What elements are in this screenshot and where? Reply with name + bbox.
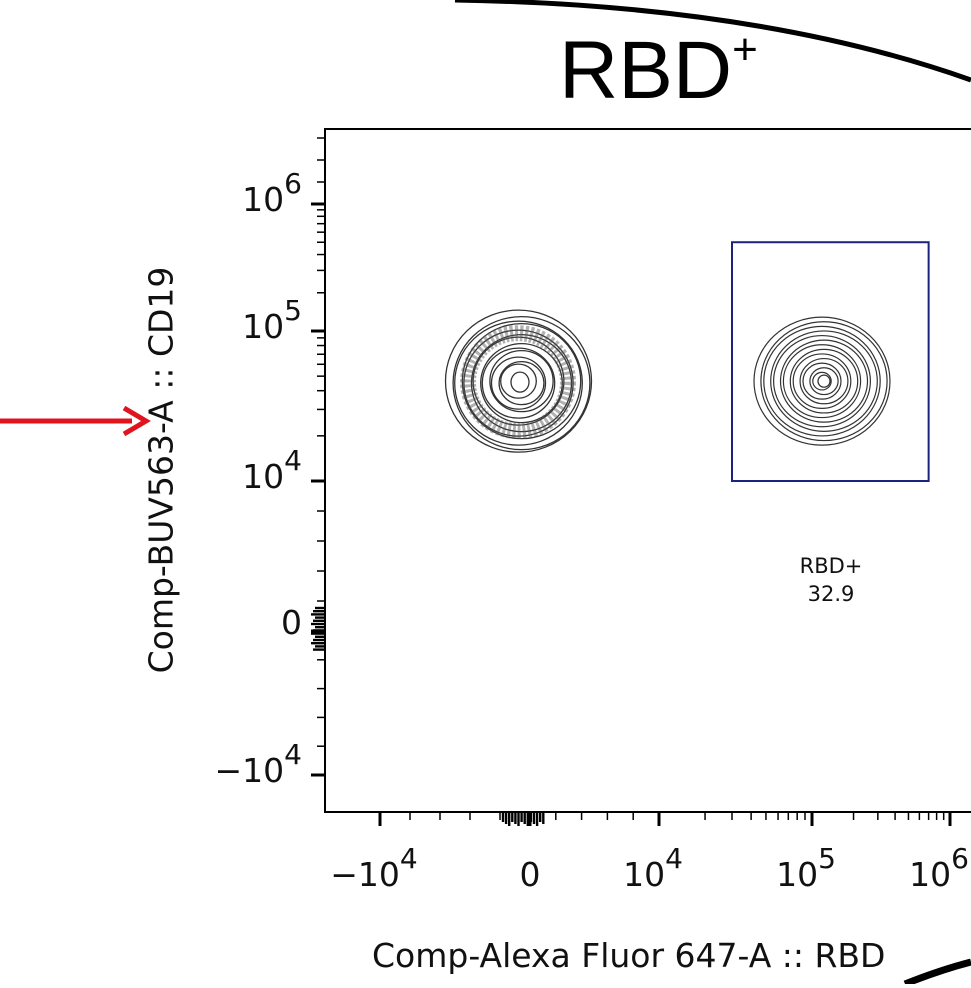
- x-tick-base: 10: [623, 855, 666, 894]
- contour-line: [498, 361, 545, 406]
- contour-line: [802, 362, 842, 400]
- panel-title: RBD+: [559, 28, 758, 112]
- red-arrow-icon: [0, 405, 151, 437]
- y-tick-base: 10: [242, 307, 285, 346]
- y-tick-exponent: 4: [284, 444, 302, 477]
- contour-line: [500, 363, 537, 399]
- axis-ticks: [311, 137, 952, 826]
- y-tick-base: −10: [214, 751, 285, 790]
- x-tick-base: 10: [909, 855, 952, 894]
- contour-line: [779, 339, 869, 423]
- y-tick-exponent: 4: [284, 738, 302, 771]
- x-tick-exponent: 4: [665, 842, 683, 875]
- y-tick-base: 10: [242, 457, 285, 496]
- contour-populations: [444, 309, 891, 453]
- contour-density-band: [460, 325, 576, 440]
- gate-name: RBD+: [799, 554, 863, 578]
- x-tick-exponent: 4: [399, 842, 418, 875]
- y-tick-exponent: 6: [284, 167, 302, 200]
- x-tick-exponent: 6: [951, 842, 969, 875]
- contour-line: [792, 353, 852, 409]
- contour-line: [472, 336, 565, 426]
- panel-title-main: RBD: [559, 25, 733, 116]
- x-tick-label: −104: [330, 842, 417, 894]
- y-tick-label: −104: [214, 738, 302, 790]
- contour-line: [789, 348, 859, 414]
- x-tick-label: 106: [909, 842, 969, 894]
- contour-line: [782, 344, 862, 419]
- contour-line: [489, 350, 554, 413]
- contour-line: [461, 323, 582, 440]
- contour-line: [809, 367, 839, 396]
- contour-line: [452, 316, 591, 451]
- contour-line: [770, 330, 878, 432]
- x-tick-exponent: 5: [818, 842, 836, 875]
- y-tick-label: 105: [242, 294, 302, 346]
- contour-line: [444, 309, 593, 453]
- outline-arc-top: [454, 0, 971, 83]
- x-axis-title: Comp-Alexa Fluor 647-A :: RBD: [372, 936, 886, 975]
- contour-line: [812, 371, 832, 391]
- contour-line: [490, 356, 547, 410]
- y-tick-label: 0: [281, 603, 302, 642]
- contour-line: [799, 357, 849, 405]
- y-tick-label: 104: [242, 444, 302, 496]
- y-tick-exponent: 5: [284, 294, 302, 327]
- gate-label: RBD+ 32.9: [771, 552, 891, 609]
- contour-line: [763, 325, 881, 437]
- contour-line: [480, 343, 563, 424]
- x-tick-base: 10: [776, 855, 819, 894]
- contour-line: [463, 329, 574, 437]
- y-tick-label: 106: [242, 167, 302, 219]
- contour-center: [817, 374, 831, 388]
- contour-line: [470, 334, 573, 433]
- contour-center: [510, 371, 530, 393]
- x-tick-label: 0: [519, 855, 541, 894]
- gate-percent: 32.9: [807, 582, 855, 607]
- x-tick-base: −10: [330, 855, 400, 894]
- gate-rbd-positive[interactable]: [730, 241, 930, 482]
- contour-line: [772, 334, 871, 428]
- x-tick-label: 105: [776, 842, 836, 894]
- plot-frame: [324, 128, 971, 813]
- outline-arc-bottom: [903, 958, 971, 988]
- y-axis-title: Comp-BUV563-A :: CD19: [141, 266, 181, 674]
- contour-line: [753, 316, 891, 446]
- x-tick-label: 104: [623, 842, 683, 894]
- contour-line: [481, 347, 556, 419]
- y-tick-base: 10: [242, 180, 285, 219]
- contour-line: [454, 320, 583, 446]
- panel-title-superscript: +: [732, 25, 758, 74]
- contour-line: [760, 321, 888, 442]
